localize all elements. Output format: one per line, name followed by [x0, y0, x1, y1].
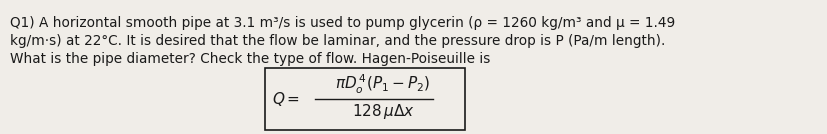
Bar — [265, 68, 465, 130]
Text: $128\,\mu\Delta x$: $128\,\mu\Delta x$ — [351, 102, 414, 121]
Text: What is the pipe diameter? Check the type of flow. Hagen-Poiseuille is: What is the pipe diameter? Check the typ… — [10, 52, 490, 66]
Text: Q1) A horizontal smooth pipe at 3.1 m³/s is used to pump glycerin (ρ = 1260 kg/m: Q1) A horizontal smooth pipe at 3.1 m³/s… — [10, 16, 675, 30]
Text: $\pi D_o^{\,4}(P_1-P_2)$: $\pi D_o^{\,4}(P_1-P_2)$ — [335, 73, 430, 96]
Text: $Q=$: $Q=$ — [272, 90, 299, 108]
Text: kg/m·s) at 22°C. It is desired that the flow be laminar, and the pressure drop i: kg/m·s) at 22°C. It is desired that the … — [10, 34, 665, 48]
